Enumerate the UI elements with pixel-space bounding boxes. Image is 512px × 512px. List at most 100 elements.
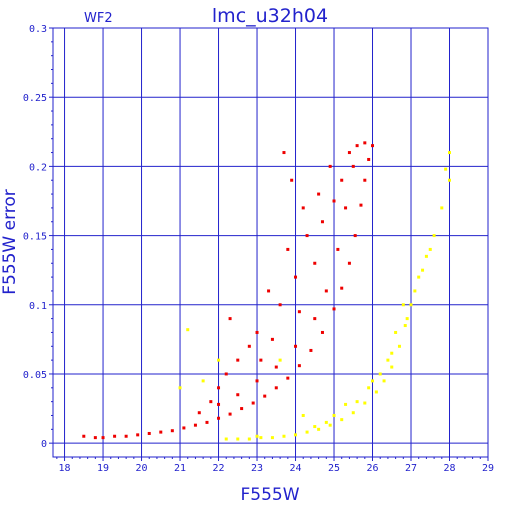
y-tick-label: 0.15: [23, 232, 47, 243]
x-tick-label: 25: [328, 463, 340, 474]
yellow-data-point: [355, 400, 359, 404]
yellow-data-point: [397, 344, 401, 348]
yellow-data-point: [401, 303, 405, 307]
red-data-point: [224, 372, 228, 376]
y-tick-label: 0.3: [29, 24, 47, 35]
yellow-data-point: [217, 358, 221, 362]
x-tick-label: 27: [405, 463, 417, 474]
red-data-point: [147, 431, 151, 435]
y-tick-labels: 0 0.05 0.1 0.15 0.2 0.25 0.3: [23, 24, 53, 450]
yellow-data-point: [344, 402, 348, 406]
yellow-data-point: [378, 372, 382, 376]
red-data-point: [274, 365, 278, 369]
yellow-data-point: [363, 401, 367, 405]
red-data-point: [282, 151, 286, 155]
yellow-data-point: [224, 437, 228, 441]
red-data-point: [313, 317, 317, 321]
y-tick-label: 0.1: [29, 301, 47, 312]
x-tick-label: 26: [366, 463, 378, 474]
yellow-data-point: [324, 420, 328, 424]
red-data-point: [93, 436, 97, 440]
yellow-data-point: [236, 437, 240, 441]
yellow-data-point: [403, 324, 407, 328]
red-data-point: [301, 206, 305, 210]
yellow-data-point: [405, 317, 409, 321]
y-tick-label: 0.05: [23, 370, 47, 381]
red-data-point: [270, 337, 274, 341]
yellow-data-point: [313, 425, 317, 429]
yellow-data-point: [301, 413, 305, 417]
yellow-data-point: [390, 365, 394, 369]
yellow-data-point: [417, 275, 421, 279]
yellow-data-point: [259, 436, 263, 440]
red-data-point: [313, 261, 317, 265]
chart-title: lmc_u32h04: [212, 5, 328, 27]
yellow-data-point: [332, 413, 336, 417]
red-data-point: [255, 379, 259, 383]
x-tick-label: 21: [174, 463, 186, 474]
red-data-point: [101, 436, 105, 440]
red-data-point: [193, 423, 197, 427]
y-axis-title: F555W error: [0, 189, 20, 295]
red-data-point: [353, 234, 357, 238]
corner-label: WF2: [84, 11, 113, 26]
red-data-point: [182, 426, 186, 430]
red-data-point: [328, 164, 332, 168]
red-data-point: [228, 412, 232, 416]
plot-frame: [52, 27, 489, 458]
red-data-point: [236, 358, 240, 362]
yellow-data-point: [247, 437, 251, 441]
red-data-point: [355, 144, 359, 148]
y-tick-label: 0.2: [29, 162, 47, 173]
yellow-data-point: [448, 151, 452, 155]
red-data-point: [294, 344, 298, 348]
red-data-point: [205, 420, 209, 424]
red-data-point: [209, 400, 213, 404]
yellow-data-point: [374, 390, 378, 394]
red-data-point: [124, 434, 128, 438]
yellow-data-point: [413, 289, 417, 293]
yellow-data-point: [201, 379, 205, 383]
yellow-data-point: [444, 167, 448, 171]
red-data-point: [159, 430, 163, 434]
yellow-data-point: [409, 303, 413, 307]
yellow-data-point: [371, 379, 375, 383]
red-data-point: [317, 192, 321, 196]
red-data-point: [236, 393, 240, 397]
red-data-point: [324, 289, 328, 293]
x-tick-label: 28: [443, 463, 455, 474]
yellow-data-point: [440, 206, 444, 210]
red-data-point: [259, 358, 263, 362]
red-data-point: [240, 407, 244, 411]
red-data-point: [228, 317, 232, 321]
red-data-point: [294, 275, 298, 279]
red-data-point: [332, 199, 336, 203]
yellow-data-point: [178, 386, 182, 390]
red-data-point: [82, 434, 86, 438]
red-data-point: [286, 247, 290, 251]
yellow-data-point: [421, 268, 425, 272]
red-data-point: [217, 386, 221, 390]
yellow-data-point: [386, 358, 390, 362]
x-tick-label: 18: [59, 463, 71, 474]
red-data-point: [309, 348, 313, 352]
yellow-data-point: [448, 178, 452, 182]
yellow-data-point: [424, 254, 428, 258]
red-data-point: [371, 144, 375, 148]
red-data-point: [347, 261, 351, 265]
red-data-point: [340, 286, 344, 290]
data-points: [82, 141, 452, 441]
x-tick-labels: 18 19 20 21 22 23 24 25 26 27 28 29: [56, 457, 494, 474]
yellow-data-point: [270, 436, 274, 440]
yellow-data-point: [340, 418, 344, 422]
yellow-data-point: [186, 328, 190, 332]
yellow-data-point: [255, 434, 259, 438]
yellow-data-point: [382, 379, 386, 383]
yellow-data-point: [282, 434, 286, 438]
yellow-data-point: [305, 430, 309, 434]
red-data-point: [297, 364, 301, 368]
red-data-point: [278, 303, 282, 307]
red-data-point: [247, 344, 251, 348]
yellow-data-point: [328, 423, 332, 427]
